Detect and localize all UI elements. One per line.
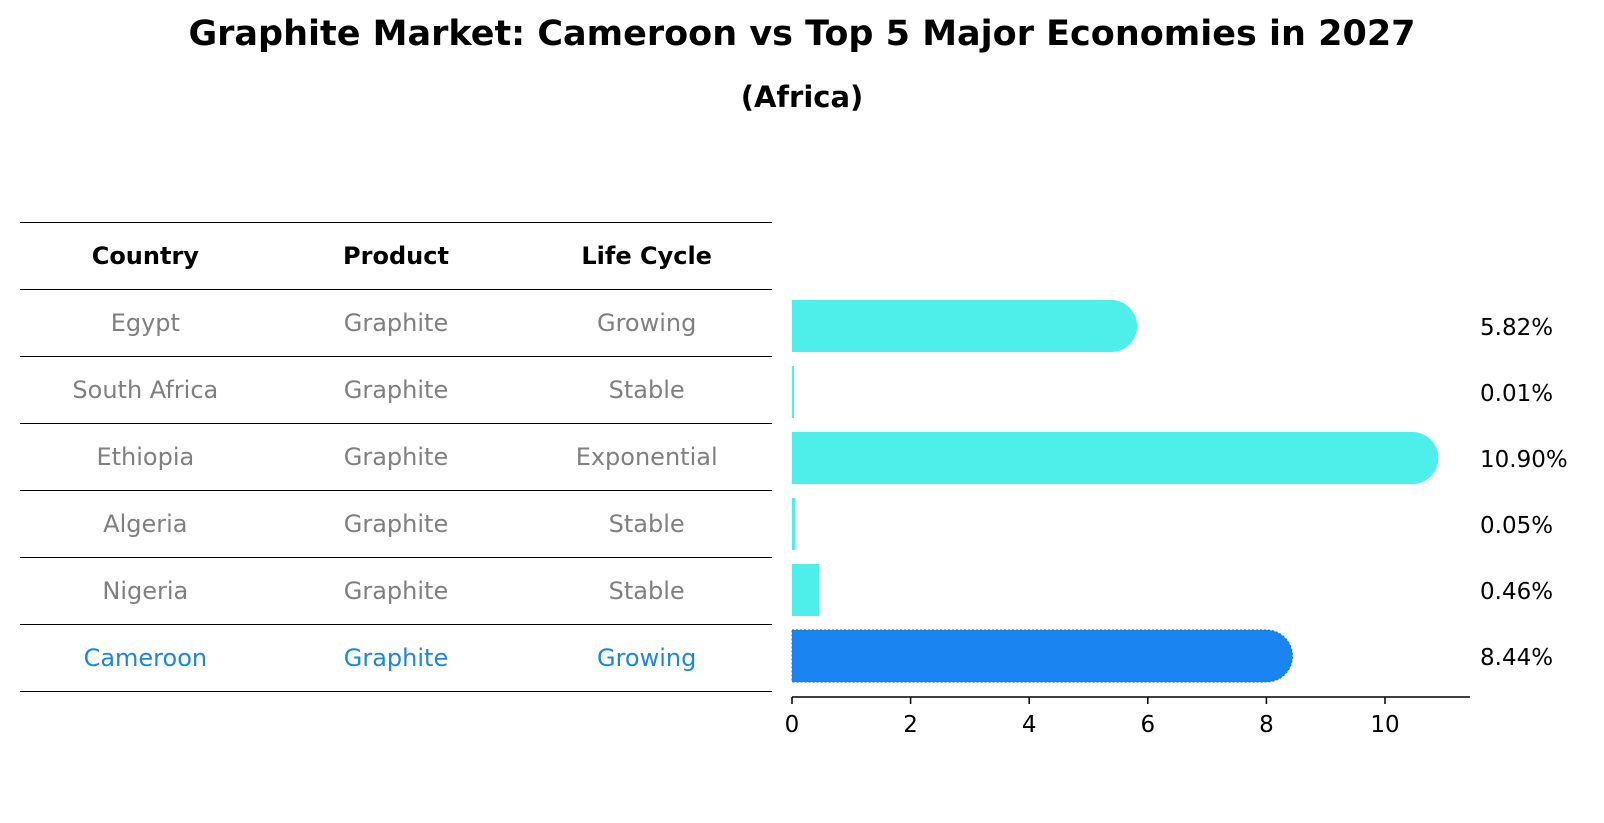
- country-table: Country Product Life Cycle Egypt Graphit…: [20, 222, 772, 692]
- x-tick-label: 10: [1370, 712, 1399, 738]
- cell-product: Graphite: [270, 490, 522, 558]
- cell-country: Nigeria: [20, 557, 271, 625]
- header-country: Country: [20, 222, 271, 290]
- table-row-highlight: Cameroon Graphite Growing: [20, 624, 772, 692]
- header-life-cycle: Life Cycle: [521, 222, 772, 290]
- cell-country: Cameroon: [20, 624, 271, 692]
- chart-title: Graphite Market: Cameroon vs Top 5 Major…: [188, 14, 1416, 54]
- table-row: Ethiopia Graphite Exponential: [20, 423, 772, 491]
- bar-cameroon: [791, 629, 1293, 683]
- x-tick-label: 6: [1140, 712, 1155, 738]
- data-label: 8.44%: [1480, 645, 1553, 671]
- table-header-row: Country Product Life Cycle: [20, 222, 772, 290]
- data-label: 0.05%: [1480, 513, 1553, 539]
- bar-nigeria: [792, 564, 820, 616]
- bar-algeria: [792, 498, 795, 550]
- cell-life-cycle: Growing: [521, 624, 772, 692]
- cell-country: Algeria: [20, 490, 271, 558]
- data-label: 5.82%: [1480, 315, 1553, 341]
- cell-product: Graphite: [270, 289, 522, 357]
- cell-life-cycle: Exponential: [521, 423, 772, 491]
- table-row: Nigeria Graphite Stable: [20, 557, 772, 625]
- cell-life-cycle: Stable: [521, 490, 772, 558]
- table-row: Egypt Graphite Growing: [20, 289, 772, 357]
- x-tick-label: 8: [1259, 712, 1274, 738]
- cell-product: Graphite: [270, 557, 522, 625]
- data-label: 0.46%: [1480, 579, 1553, 605]
- table-row: South Africa Graphite Stable: [20, 356, 772, 424]
- cell-life-cycle: Stable: [521, 356, 772, 424]
- cell-life-cycle: Growing: [521, 289, 772, 357]
- cell-life-cycle: Stable: [521, 557, 772, 625]
- table-row: Algeria Graphite Stable: [20, 490, 772, 558]
- x-tick-label: 2: [903, 712, 918, 738]
- x-tick-label: 0: [785, 712, 800, 738]
- cell-product: Graphite: [270, 356, 522, 424]
- bar-ethiopia: [792, 432, 1439, 484]
- data-label: 0.01%: [1480, 381, 1553, 407]
- x-tick-label: 4: [1022, 712, 1037, 738]
- header-product: Product: [270, 222, 522, 290]
- chart-subtitle: (Africa): [740, 80, 864, 114]
- cell-country: Ethiopia: [20, 423, 271, 491]
- data-label: 10.90%: [1480, 447, 1568, 473]
- cell-product: Graphite: [270, 423, 522, 491]
- bar-south-africa: [792, 366, 794, 418]
- cell-country: Egypt: [20, 289, 271, 357]
- cell-country: South Africa: [20, 356, 271, 424]
- cell-product: Graphite: [270, 624, 522, 692]
- bar-egypt: [792, 300, 1138, 352]
